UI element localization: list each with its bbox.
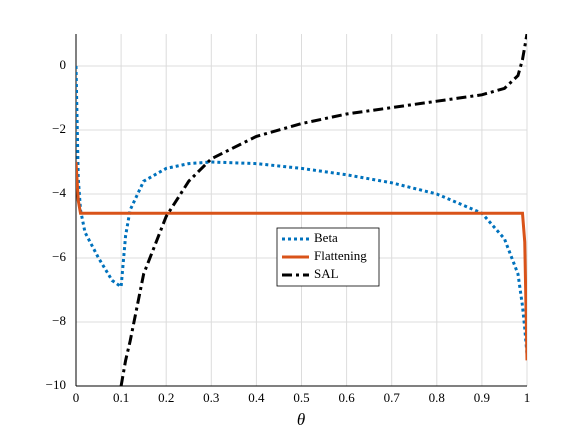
x-tick-label: 0.2	[158, 390, 174, 405]
x-tick-label: 0.1	[113, 390, 129, 405]
y-tick-label: −2	[52, 121, 66, 136]
legend-label: Flattening	[314, 248, 367, 263]
series-line	[76, 161, 527, 361]
series-line	[119, 34, 527, 386]
legend-label: SAL	[314, 266, 339, 281]
x-tick-label: 0.4	[248, 390, 265, 405]
x-tick-label: 0.8	[429, 390, 445, 405]
y-tick-label: −4	[52, 185, 66, 200]
y-tick-label: −10	[46, 377, 66, 392]
x-tick-label: 0.7	[384, 390, 401, 405]
legend: Beta Flattening SAL	[276, 227, 380, 287]
y-tick-label: −8	[52, 313, 66, 328]
x-tick-label: 1	[524, 390, 531, 405]
plot-area	[76, 34, 527, 386]
x-tick-label: 0	[73, 390, 80, 405]
y-tick-label: 0	[60, 57, 67, 72]
x-tick-label: 0.9	[474, 390, 490, 405]
legend-label: Beta	[314, 230, 338, 245]
x-tick-label: 0.3	[203, 390, 219, 405]
y-tick-label: −6	[52, 249, 66, 264]
x-tick-label: 0.5	[293, 390, 309, 405]
series-line	[76, 65, 527, 355]
x-axis-label: θ	[297, 410, 305, 429]
x-tick-label: 0.6	[338, 390, 355, 405]
